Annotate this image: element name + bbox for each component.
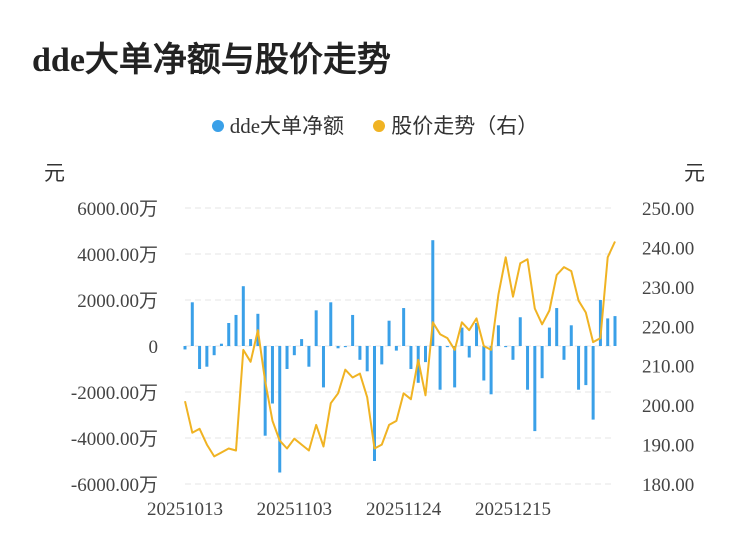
dde-bar[interactable] (453, 346, 457, 388)
legend-bar-label: dde大单净额 (229, 114, 345, 138)
dde-bar[interactable] (475, 323, 479, 346)
dde-bar[interactable] (285, 346, 289, 369)
y-right-tick-label: 220.00 (642, 317, 694, 338)
legend-item-bar[interactable]: dde大单净额 (211, 110, 345, 140)
y-left-tick-label: -6000.00万 (71, 475, 158, 496)
dde-bar[interactable] (424, 346, 428, 363)
dde-bar[interactable] (190, 302, 194, 346)
dde-bar[interactable] (489, 346, 493, 395)
dde-bar[interactable] (321, 346, 325, 388)
dde-bar[interactable] (343, 346, 347, 348)
y-right-tick-label: 210.00 (642, 357, 694, 378)
dde-bar[interactable] (380, 346, 384, 365)
dde-bar[interactable] (336, 346, 340, 349)
dde-bar[interactable] (278, 346, 282, 473)
chart-legend: dde大单净额 股价走势（右） (0, 110, 750, 140)
legend-item-line[interactable]: 股价走势（右） (373, 110, 538, 140)
dde-bar[interactable] (358, 346, 362, 360)
dde-bar[interactable] (482, 346, 486, 381)
dde-bar[interactable] (183, 346, 187, 350)
dde-bar[interactable] (445, 346, 449, 348)
dde-bar[interactable] (409, 346, 413, 369)
dde-bar[interactable] (270, 346, 274, 404)
y-right-tick-label: 230.00 (642, 278, 694, 299)
y-right-tick-label: 180.00 (642, 475, 694, 496)
chart-title: dde大单净额与股价走势 (32, 42, 391, 79)
x-tick-label: 20251013 (147, 499, 223, 520)
dde-bar[interactable] (387, 320, 391, 346)
dde-bar[interactable] (249, 339, 253, 346)
legend-bar-dot (211, 120, 224, 133)
dde-bar[interactable] (205, 346, 209, 367)
right-axis-unit: 元 (684, 161, 705, 185)
dde-bar[interactable] (351, 314, 355, 346)
y-left-tick-label: 2000.00万 (77, 291, 158, 312)
dde-bar[interactable] (402, 308, 406, 346)
dde-bar[interactable] (504, 346, 508, 348)
dde-bar[interactable] (460, 327, 464, 346)
dde-bar[interactable] (555, 308, 559, 346)
dde-bar[interactable] (198, 346, 202, 369)
dde-bar[interactable] (584, 346, 588, 386)
dde-bar[interactable] (526, 346, 530, 390)
dde-bar[interactable] (372, 346, 376, 461)
dde-bar[interactable] (518, 317, 522, 346)
dde-bar[interactable] (300, 339, 304, 346)
y-right-tick-label: 240.00 (642, 238, 694, 259)
y-right-tick-label: 200.00 (642, 396, 694, 417)
dde-bar[interactable] (540, 346, 544, 379)
dde-bar[interactable] (263, 346, 267, 436)
x-tick-label: 20251124 (366, 499, 442, 520)
dde-bar[interactable] (577, 346, 581, 390)
dde-bar[interactable] (547, 327, 551, 346)
dde-bar[interactable] (307, 346, 311, 367)
dde-bar[interactable] (212, 346, 216, 356)
dde-bar[interactable] (227, 323, 231, 346)
dde-bar[interactable] (562, 346, 566, 360)
dde-bar[interactable] (234, 314, 238, 346)
dde-bar[interactable] (219, 343, 223, 346)
dde-bar[interactable] (329, 302, 333, 346)
left-axis-unit: 元 (44, 161, 65, 185)
legend-line-dot (373, 120, 386, 133)
dde-bar[interactable] (467, 346, 471, 358)
y-right-tick-label: 190.00 (642, 436, 694, 457)
dde-bar[interactable] (606, 318, 610, 346)
y-right-tick-label: 250.00 (642, 199, 694, 220)
dde-bar[interactable] (292, 346, 296, 356)
dde-bar[interactable] (431, 240, 435, 346)
price-line[interactable] (184, 241, 616, 458)
y-left-tick-label: 4000.00万 (77, 245, 158, 266)
dde-bar[interactable] (569, 325, 573, 346)
dde-bar[interactable] (511, 346, 515, 360)
dde-bar[interactable] (613, 316, 617, 346)
y-left-tick-label: -2000.00万 (71, 383, 158, 404)
dde-bar[interactable] (591, 346, 595, 420)
dde-bar[interactable] (314, 310, 318, 346)
x-tick-label: 20251103 (257, 499, 332, 520)
y-left-tick-label: -4000.00万 (71, 429, 158, 450)
dde-bar[interactable] (365, 346, 369, 372)
y-left-tick-label: 6000.00万 (77, 199, 158, 220)
dde-bar[interactable] (496, 325, 500, 346)
dde-bar[interactable] (438, 346, 442, 390)
dde-bar[interactable] (533, 346, 537, 432)
legend-line-label: 股价走势（右） (391, 114, 539, 138)
dde-bar[interactable] (598, 300, 602, 346)
y-left-tick-label: 0 (149, 337, 159, 358)
dde-bar[interactable] (241, 286, 245, 346)
x-tick-label: 20251215 (475, 499, 551, 520)
dde-bar[interactable] (394, 346, 398, 351)
